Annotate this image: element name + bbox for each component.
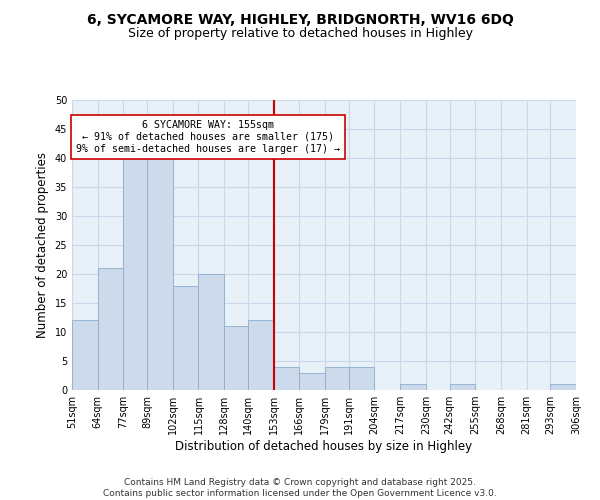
Y-axis label: Number of detached properties: Number of detached properties <box>36 152 49 338</box>
Text: Size of property relative to detached houses in Highley: Size of property relative to detached ho… <box>128 28 473 40</box>
Bar <box>248 320 274 390</box>
Bar <box>449 384 475 390</box>
Bar <box>72 320 98 390</box>
Bar <box>224 326 248 390</box>
Bar <box>349 367 374 390</box>
Text: 6, SYCAMORE WAY, HIGHLEY, BRIDGNORTH, WV16 6DQ: 6, SYCAMORE WAY, HIGHLEY, BRIDGNORTH, WV… <box>86 12 514 26</box>
Text: Contains HM Land Registry data © Crown copyright and database right 2025.
Contai: Contains HM Land Registry data © Crown c… <box>103 478 497 498</box>
Bar <box>147 152 173 390</box>
Bar <box>400 384 426 390</box>
Bar <box>325 367 349 390</box>
Bar <box>98 268 124 390</box>
Bar <box>299 372 325 390</box>
Bar <box>199 274 224 390</box>
X-axis label: Distribution of detached houses by size in Highley: Distribution of detached houses by size … <box>175 440 473 453</box>
Bar <box>173 286 199 390</box>
Text: 6 SYCAMORE WAY: 155sqm
← 91% of detached houses are smaller (175)
9% of semi-det: 6 SYCAMORE WAY: 155sqm ← 91% of detached… <box>76 120 340 154</box>
Bar <box>124 158 147 390</box>
Bar <box>550 384 576 390</box>
Bar <box>274 367 299 390</box>
